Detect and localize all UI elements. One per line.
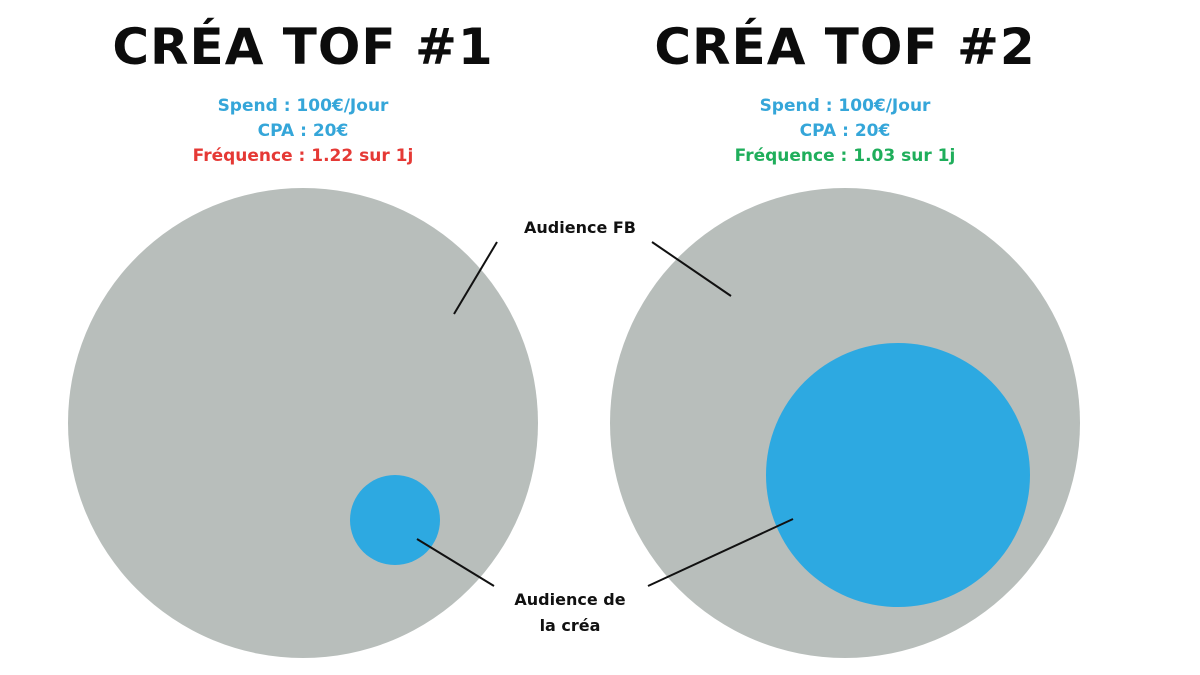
panel-1-stats: Spend : 100€/Jour CPA : 20€ Fréquence : … (103, 94, 503, 169)
panel-1-audience-crea-circle (350, 475, 440, 565)
panel-2-audience-crea-circle (766, 343, 1030, 607)
audience-crea-label: Audience de la créa (490, 587, 650, 639)
panel-1-title: CRÉA TOF #1 (112, 18, 494, 76)
panel-2-stats: Spend : 100€/Jour CPA : 20€ Fréquence : … (645, 94, 1045, 169)
panel-2-title: CRÉA TOF #2 (654, 18, 1036, 76)
panel-1-cpa: CPA : 20€ (257, 121, 349, 141)
connector-crea-panel-2 (647, 518, 794, 587)
audience-crea-label-line2: la créa (539, 616, 601, 635)
panel-1-frequence: Fréquence : 1.22 sur 1j (192, 146, 414, 166)
connector-crea-panel-1 (416, 538, 495, 587)
audience-crea-label-line1: Audience de (514, 590, 626, 609)
audience-fb-label: Audience FB (524, 218, 636, 237)
panel-2-frequence: Fréquence : 1.03 sur 1j (734, 146, 956, 166)
panel-1-spend: Spend : 100€/Jour (217, 96, 389, 116)
panel-2-cpa: CPA : 20€ (799, 121, 891, 141)
connector-fb-panel-2 (651, 241, 732, 297)
panel-2-spend: Spend : 100€/Jour (759, 96, 931, 116)
connector-fb-panel-1 (453, 241, 498, 315)
panel-1-audience-fb-circle (68, 188, 538, 658)
